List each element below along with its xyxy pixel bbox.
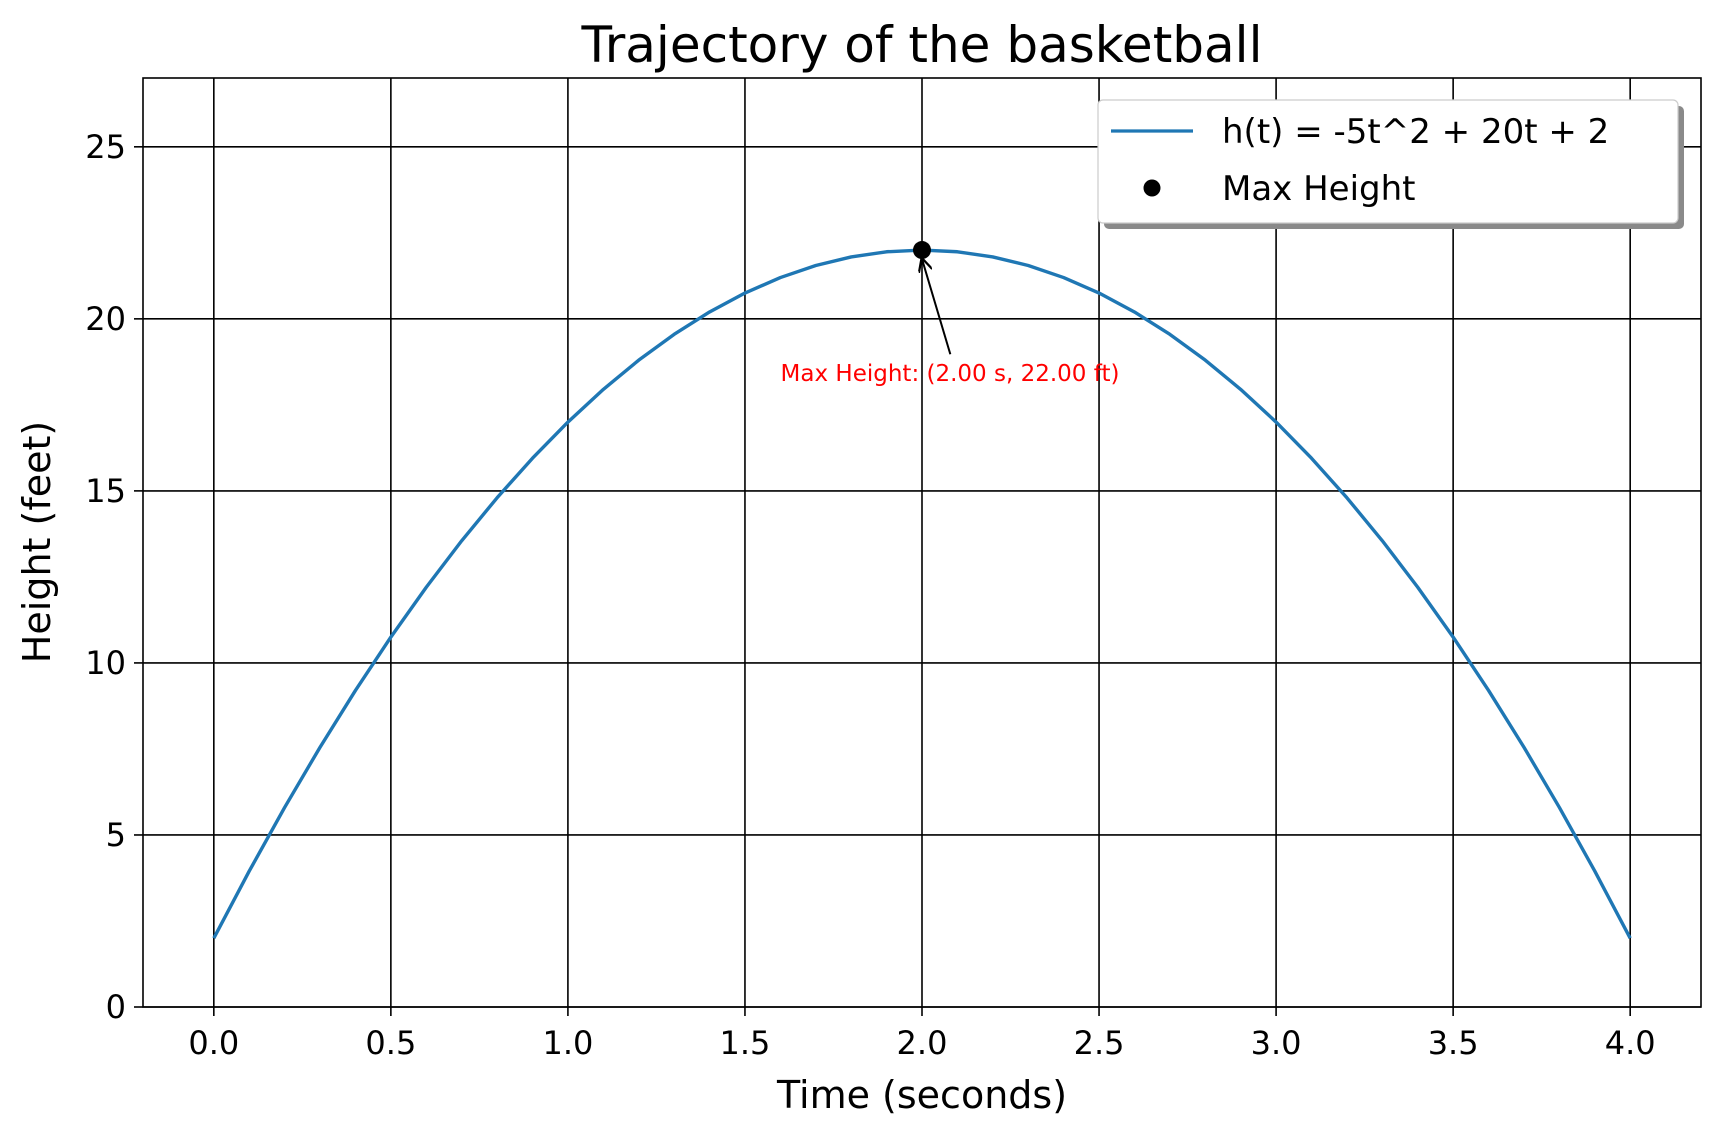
plot-area [212, 241, 1632, 939]
annotation-label: Max Height: (2.00 s, 22.00 ft) [781, 361, 1120, 387]
max-height-point [913, 241, 931, 260]
x-tick-label: 0.0 [188, 1024, 239, 1062]
y-tick-label: 10 [85, 644, 126, 682]
legend: h(t) = -5t^2 + 20t + 2 Max Height [1097, 99, 1684, 229]
x-tick-label: 2.5 [1074, 1024, 1125, 1062]
y-tick-label: 25 [85, 128, 126, 166]
legend-label-curve: h(t) = -5t^2 + 20t + 2 [1222, 112, 1609, 152]
y-tick-label: 15 [85, 472, 126, 510]
annotation: Max Height: (2.00 s, 22.00 ft) [781, 259, 1120, 387]
y-axis-title: Height (feet) [15, 421, 59, 663]
x-tick-label: 1.5 [720, 1024, 771, 1062]
y-tick-label: 0 [106, 988, 126, 1026]
x-axis-title: Time (seconds) [776, 1073, 1067, 1117]
legend-marker-swatch [1143, 179, 1161, 197]
x-tick-label: 2.0 [897, 1024, 948, 1062]
y-tick-label: 20 [85, 300, 126, 338]
x-tick-label: 3.5 [1428, 1024, 1479, 1062]
x-tick-label: 1.0 [542, 1024, 593, 1062]
x-axis: 0.0 0.5 1.0 1.5 2.0 2.5 3.0 3.5 4.0 [188, 1007, 1656, 1062]
annotation-arrow [922, 259, 952, 355]
legend-label-max: Max Height [1222, 169, 1416, 209]
y-tick-label: 5 [106, 816, 126, 854]
x-tick-label: 0.5 [365, 1024, 416, 1062]
chart-title: Trajectory of the basketball [581, 16, 1263, 74]
legend-box [1097, 99, 1679, 224]
y-axis: 0 5 10 15 20 25 [85, 128, 143, 1026]
x-tick-label: 4.0 [1605, 1024, 1656, 1062]
x-tick-label: 3.0 [1251, 1024, 1302, 1062]
